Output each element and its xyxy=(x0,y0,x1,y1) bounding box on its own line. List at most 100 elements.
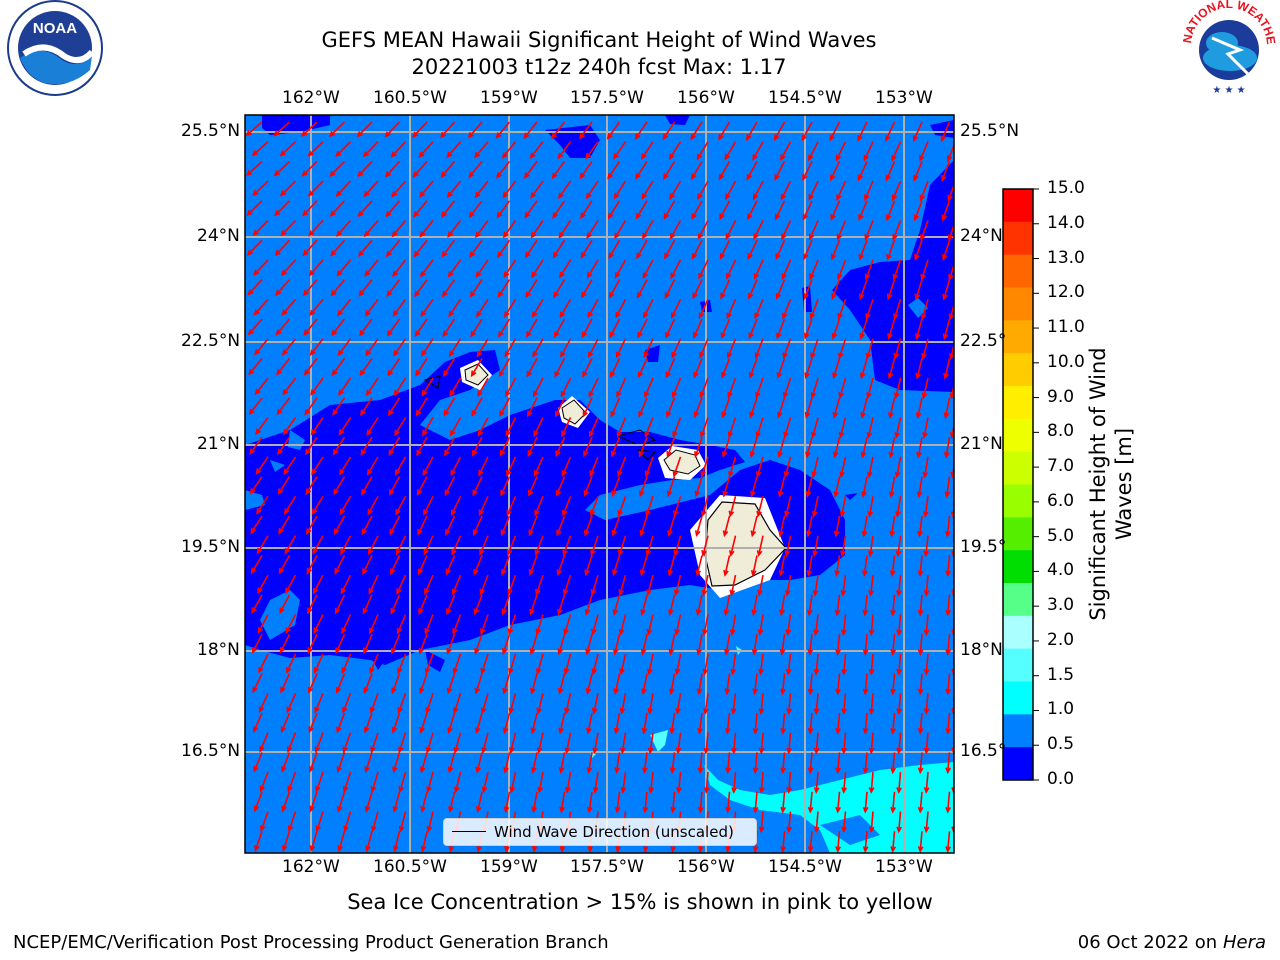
wind-wave-arrow xyxy=(890,476,896,497)
wind-wave-arrow-head xyxy=(748,332,754,340)
wind-wave-arrow-head xyxy=(917,767,924,775)
wind-wave-arrow-head xyxy=(479,628,486,636)
wind-wave-arrow xyxy=(615,298,627,318)
wind-wave-arrow xyxy=(811,377,819,398)
wind-wave-arrow xyxy=(443,397,456,416)
wind-wave-arrow-head xyxy=(780,806,787,814)
wind-wave-arrow xyxy=(329,121,346,137)
wind-wave-arrow-head xyxy=(813,826,820,834)
wind-wave-arrow xyxy=(947,182,954,201)
wind-wave-arrow-head xyxy=(917,649,924,656)
wind-wave-arrow xyxy=(892,180,902,200)
wind-wave-arrow-head xyxy=(331,369,338,377)
wind-wave-arrow xyxy=(336,219,352,236)
wind-wave-arrow xyxy=(388,397,401,416)
wind-wave-arrow-head xyxy=(504,845,510,853)
wind-wave-arrow xyxy=(336,180,352,197)
wind-wave-arrow-head xyxy=(357,250,365,257)
wind-wave-arrow-head xyxy=(752,688,759,696)
wind-wave-arrow xyxy=(532,298,544,317)
wind-wave-arrow xyxy=(446,594,456,614)
wind-wave-arrow-head xyxy=(333,488,339,496)
wind-wave-arrow xyxy=(311,417,324,435)
wind-wave-arrow-head xyxy=(245,169,253,177)
wind-wave-arrow xyxy=(896,496,902,517)
wind-wave-arrow-head xyxy=(721,371,727,379)
wind-wave-arrow-head xyxy=(781,273,787,280)
wind-wave-arrow-head xyxy=(418,191,425,198)
wind-wave-arrow xyxy=(701,496,709,516)
wind-wave-arrow xyxy=(277,436,291,455)
wind-wave-arrow xyxy=(532,338,544,357)
wind-wave-arrow-head xyxy=(695,609,702,617)
wind-wave-arrow-head xyxy=(419,726,425,734)
lon-top-label: 162°W xyxy=(282,88,340,108)
wind-wave-arrow xyxy=(421,338,434,356)
wind-wave-arrow-head xyxy=(422,429,428,437)
wind-wave-arrow xyxy=(255,456,269,474)
wind-wave-arrow-head xyxy=(940,135,946,143)
wind-wave-arrow xyxy=(284,535,297,554)
noaa-logo-text: NOAA xyxy=(33,20,77,37)
wind-wave-arrow xyxy=(756,456,764,477)
wind-wave-arrow xyxy=(638,397,648,417)
wind-wave-arrow-head xyxy=(369,706,376,714)
wind-wave-arrow-head xyxy=(528,529,534,537)
wind-wave-arrow xyxy=(503,259,517,277)
wind-wave-arrow-head xyxy=(448,845,455,853)
wind-wave-arrow xyxy=(252,180,269,196)
wind-wave-arrow xyxy=(391,180,407,197)
wind-wave-arrow-head xyxy=(757,629,764,637)
wind-wave-arrow xyxy=(925,614,929,635)
wind-wave-arrow xyxy=(781,831,786,852)
wind-wave-arrow-head xyxy=(607,212,614,220)
wind-wave-arrow-head xyxy=(945,727,952,735)
wind-wave-arrow xyxy=(534,495,544,516)
wind-wave-arrow-head xyxy=(531,806,538,814)
wind-wave-arrow-head xyxy=(336,805,343,813)
wind-wave-arrow xyxy=(754,791,758,812)
colorbar-tick-label: 15.0 xyxy=(1047,178,1085,198)
wind-wave-arrow xyxy=(285,574,297,594)
wind-wave-arrow xyxy=(453,653,462,674)
wind-wave-arrow-head xyxy=(552,251,559,259)
wind-wave-arrow xyxy=(371,811,379,831)
wind-wave-arrow-head xyxy=(812,550,819,558)
wind-wave-arrow xyxy=(806,476,813,497)
wind-wave-arrow-head xyxy=(917,530,923,538)
wind-wave-arrow-head xyxy=(750,530,757,538)
wind-wave-arrow-head xyxy=(254,349,261,356)
wind-wave-arrow-head xyxy=(335,647,341,655)
wind-wave-arrow-head xyxy=(669,193,675,200)
wind-wave-arrow-head xyxy=(453,707,459,715)
wind-wave-arrow xyxy=(286,653,297,673)
wind-wave-arrow xyxy=(694,397,703,417)
wind-wave-arrow xyxy=(923,417,929,438)
wind-wave-arrow-head xyxy=(397,667,403,675)
wind-wave-arrow-head xyxy=(558,232,565,239)
wind-wave-arrow-head xyxy=(864,194,870,202)
wind-wave-arrow xyxy=(504,752,511,773)
wind-wave-arrow xyxy=(421,791,428,812)
wind-wave-arrow xyxy=(723,476,731,497)
wind-wave-arrow-head xyxy=(441,290,448,298)
wind-wave-arrow-head xyxy=(248,408,255,416)
wind-wave-arrow-head xyxy=(508,707,515,715)
wind-wave-arrow-head xyxy=(425,746,432,754)
wind-wave-arrow-head xyxy=(784,510,790,518)
wind-wave-arrow xyxy=(338,377,352,395)
wind-wave-arrow-head xyxy=(813,668,820,676)
wind-wave-arrow-head xyxy=(581,291,587,299)
wind-wave-arrow xyxy=(862,476,868,497)
wind-wave-arrow xyxy=(760,693,764,714)
wind-wave-arrow-head xyxy=(612,609,619,616)
wind-wave-arrow xyxy=(757,535,764,556)
wind-wave-arrow-head xyxy=(644,431,650,438)
wind-wave-arrow xyxy=(888,358,896,378)
wind-wave-arrow-head xyxy=(330,250,337,257)
wind-wave-arrow xyxy=(564,653,572,674)
wind-wave-arrow-head xyxy=(950,471,954,479)
wind-wave-arrow-head xyxy=(893,352,900,360)
wind-wave-arrow-head xyxy=(535,628,542,636)
wind-wave-arrow-head xyxy=(777,490,784,498)
